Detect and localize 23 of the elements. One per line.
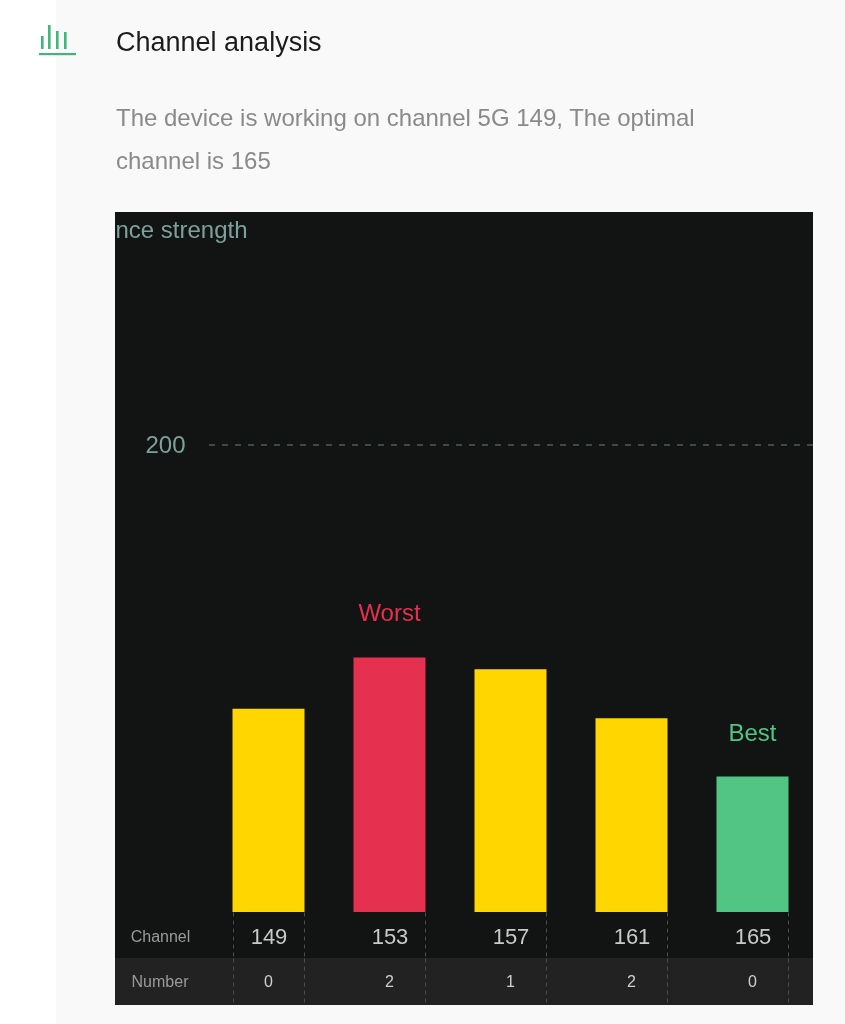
data-label: 1: [506, 972, 516, 990]
bar: [232, 708, 305, 912]
y-tick-label: 200: [145, 430, 186, 458]
bar: [474, 669, 547, 912]
x-tick-label: 153: [371, 923, 409, 949]
y-axis-title: nce strength: [115, 215, 248, 243]
x-tick-label: 161: [613, 923, 651, 949]
annotation: Best: [728, 718, 777, 746]
x-tick-label: 165: [734, 923, 772, 949]
data-label: 0: [748, 972, 758, 990]
bar: [353, 657, 426, 912]
bar: [716, 776, 789, 912]
x-tick-label: 149: [250, 923, 288, 949]
chart-subtitle: The device is working on channel 5G 149, The optimal channel is 165: [116, 103, 696, 176]
text: Number: [131, 972, 190, 990]
data-label: 2: [627, 972, 637, 990]
x-tick-label: 157: [492, 923, 530, 949]
data-label: 2: [385, 972, 395, 990]
x-axis-title: Channel: [130, 927, 191, 945]
chart-title: Channel analysis: [116, 26, 322, 59]
annotation: Worst: [358, 599, 421, 627]
bar: [595, 718, 668, 912]
data-label: 0: [264, 972, 274, 990]
